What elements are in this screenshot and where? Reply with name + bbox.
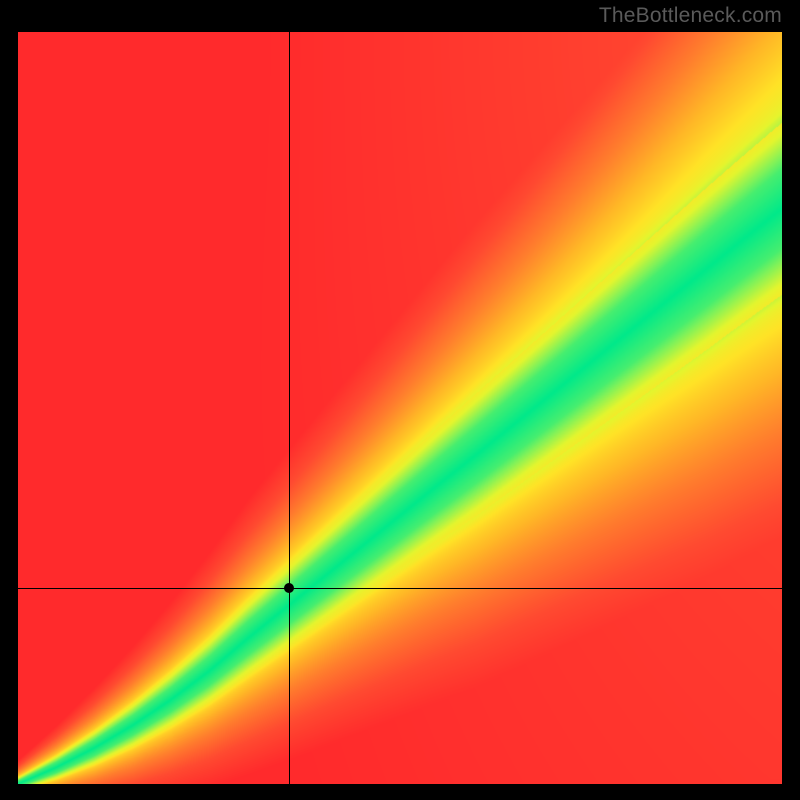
heatmap-plot xyxy=(18,32,782,784)
crosshair-horizontal xyxy=(18,588,782,589)
heatmap-canvas xyxy=(18,32,782,784)
crosshair-marker xyxy=(284,583,294,593)
watermark-text: TheBottleneck.com xyxy=(599,4,782,28)
crosshair-vertical xyxy=(289,32,290,784)
